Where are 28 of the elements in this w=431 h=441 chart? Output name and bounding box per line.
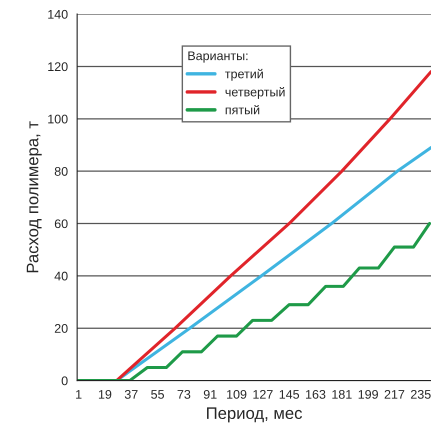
x-tick-label: 37 bbox=[124, 390, 138, 399]
legend-label: третий bbox=[225, 68, 263, 81]
y-tick-label: 60 bbox=[54, 219, 68, 228]
x-tick-label: 145 bbox=[280, 390, 300, 399]
x-tick-label: 1 bbox=[76, 390, 82, 399]
x-tick-label: 235 bbox=[410, 390, 431, 399]
x-tick-label: 181 bbox=[332, 390, 352, 399]
x-tick-label: 19 bbox=[98, 390, 112, 399]
legend-label: пятый bbox=[226, 104, 260, 114]
x-tick-label: 91 bbox=[204, 390, 217, 399]
y-tick-label: 80 bbox=[54, 166, 68, 176]
x-tick-label: 163 bbox=[306, 390, 326, 399]
y-tick-label: 20 bbox=[54, 324, 68, 333]
x-tick-label: 55 bbox=[151, 390, 164, 399]
x-tick-label: 217 bbox=[384, 390, 404, 399]
legend-title: Варианты: bbox=[188, 51, 248, 63]
x-tick-label: 127 bbox=[253, 390, 273, 399]
x-tick-label: 199 bbox=[358, 390, 378, 399]
y-axis-title: Расход полимера, т bbox=[26, 121, 42, 272]
y-tick-label: 100 bbox=[48, 114, 68, 124]
legend-label: четвертый bbox=[226, 87, 285, 99]
x-axis-title: Период, мес bbox=[207, 407, 302, 422]
x-tick-label: 109 bbox=[227, 390, 246, 399]
y-tick-label: 0 bbox=[62, 376, 68, 386]
y-tick-label: 140 bbox=[48, 10, 68, 19]
y-tick-label: 40 bbox=[54, 272, 68, 281]
y-tick-label: 120 bbox=[48, 62, 68, 72]
x-tick-label: 73 bbox=[178, 390, 190, 399]
